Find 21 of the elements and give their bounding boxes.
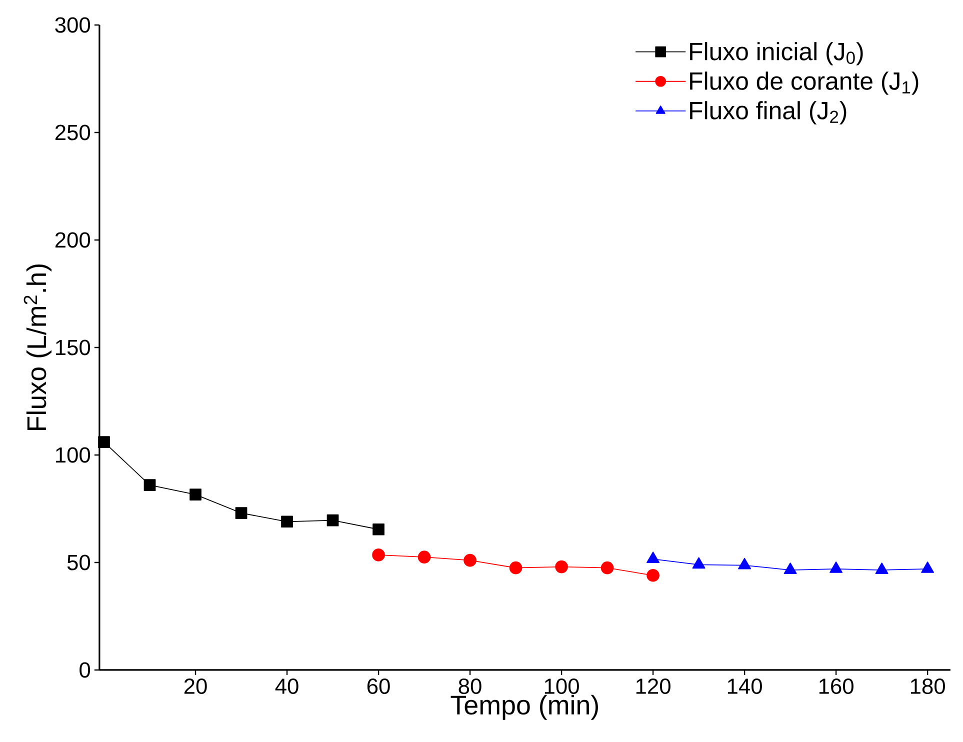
x-tick-label: 120 bbox=[636, 678, 670, 694]
y-tick-label: 300 bbox=[55, 17, 90, 33]
x-tick-label: 160 bbox=[819, 678, 854, 694]
y-tick-label: 150 bbox=[56, 340, 90, 356]
x-tick-label: 40 bbox=[275, 678, 298, 694]
x-tick-label: 180 bbox=[910, 678, 945, 694]
x-axis-title: Tempo (min) bbox=[450, 694, 598, 720]
y-tick-label: 50 bbox=[67, 554, 90, 570]
legend-label: Fluxo final (J$_{2}$) bbox=[690, 101, 846, 124]
x-tick-label: 100 bbox=[544, 678, 579, 694]
y-tick-label: 200 bbox=[55, 232, 90, 248]
x-tick-label: 20 bbox=[184, 678, 207, 694]
x-tick-label: 140 bbox=[728, 678, 762, 694]
y-axis-title: Fluxo (L/m$^{2}$.h) bbox=[24, 264, 52, 430]
legend-label: Fluxo de corante (J$_{1}$) bbox=[690, 72, 918, 95]
x-tick-label: 80 bbox=[458, 678, 482, 694]
legend-label: Fluxo inicial (J$_{0}$) bbox=[690, 42, 863, 66]
y-tick-label: 100 bbox=[56, 447, 90, 463]
y-tick-label: 0 bbox=[80, 662, 90, 678]
y-tick-label: 250 bbox=[55, 124, 90, 140]
x-tick-label: 60 bbox=[367, 678, 390, 694]
